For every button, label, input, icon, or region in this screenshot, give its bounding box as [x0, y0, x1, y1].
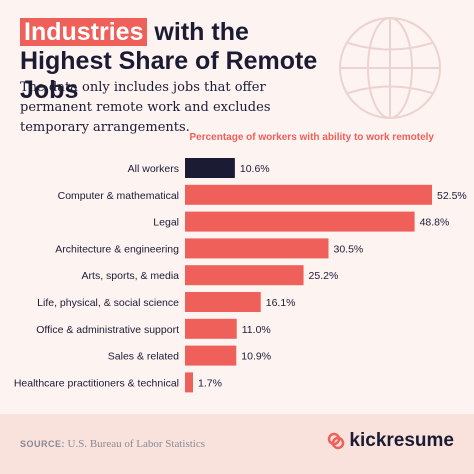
bar [185, 318, 237, 339]
globe-icon [339, 17, 441, 119]
source-note: SOURCE: U.S. Bureau of Labor Statistics [20, 438, 205, 450]
bar-value-label: 1.7% [198, 377, 222, 389]
bar [185, 292, 261, 312]
footer: SOURCE: U.S. Bureau of Labor Statistics … [0, 414, 474, 474]
bar [185, 238, 329, 259]
brand-name: kickresume [349, 430, 454, 451]
bar-value-label: 10.6% [240, 163, 270, 175]
bar [185, 158, 235, 178]
category-label: Architecture & engineering [55, 243, 179, 255]
bar [185, 345, 237, 366]
bar [185, 372, 193, 393]
page-title: Industries with the Highest Share of Rem… [20, 18, 320, 105]
category-label: Computer & mathematical [58, 190, 179, 202]
category-label: Arts, sports, & media [82, 270, 180, 282]
brand-logo: kickresume [327, 430, 454, 452]
bar-value-label: 10.9% [241, 351, 271, 363]
title-highlight: Industries [20, 18, 148, 46]
category-label: Life, physical, & social science [37, 297, 179, 309]
category-label: Office & administrative support [36, 324, 179, 336]
title-rest: with the Highest Share of Remote Jobs [20, 18, 318, 104]
kickresume-logo-icon [328, 432, 345, 450]
bar-value-label: 11.0% [242, 324, 271, 336]
category-label: Healthcare practitioners & technical [14, 377, 179, 389]
bar [185, 184, 432, 205]
category-label: Legal [153, 217, 179, 229]
bar-chart: All workers 10.6% Computer & mathematical 5… [14, 158, 467, 393]
bar [185, 265, 304, 286]
bar-value-label: 16.1% [266, 297, 296, 309]
source-label: SOURCE: [20, 439, 66, 449]
bar-value-label: 25.2% [309, 270, 339, 282]
category-label: Sales & related [108, 351, 179, 363]
bar [185, 211, 415, 232]
axis-title: Percentage of workers with ability to wo… [189, 132, 434, 143]
bar-value-label: 52.5% [437, 190, 467, 202]
bar-value-label: 48.8% [420, 217, 450, 229]
page-subtitle: The data only includes jobs that offer p… [20, 80, 271, 135]
bar-value-label: 30.5% [333, 243, 363, 255]
category-label: All workers [128, 163, 179, 175]
source-text: U.S. Bureau of Labor Statistics [67, 438, 206, 450]
